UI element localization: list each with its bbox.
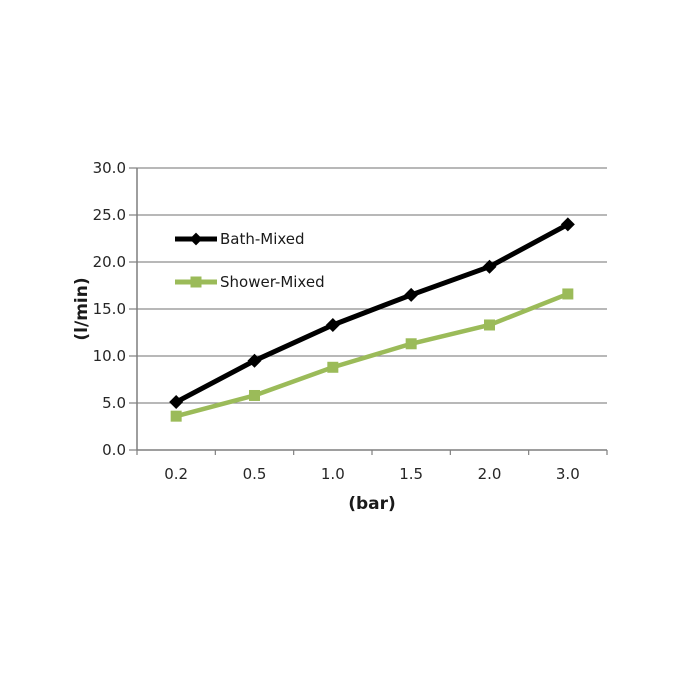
legend-item-bath-mixed: Bath-Mixed [175,228,305,250]
x-tick-label: 2.0 [478,465,502,483]
diamond-marker-icon [189,232,203,246]
series-shower-mixed-marker [405,338,417,350]
x-tick-label: 1.5 [399,465,423,483]
x-tick-label: 0.5 [243,465,267,483]
series-shower-mixed-marker [327,361,339,373]
y-tick-label: 10.0 [93,347,126,365]
legend-swatch-bath-mixed [175,228,217,250]
series-shower-mixed-marker [562,288,574,300]
series-bath-mixed-marker [560,217,575,232]
square-marker-icon [190,276,202,288]
x-axis-title: (bar) [348,494,396,514]
y-axis-title: (l/min) [72,277,92,341]
legend-label-shower-mixed: Shower-Mixed [220,273,325,291]
series-bath-mixed-marker [247,353,262,368]
y-tick-label: 15.0 [93,300,126,318]
legend-item-shower-mixed: Shower-Mixed [175,271,325,293]
series-bath-mixed-marker [325,317,340,332]
series-shower-mixed-marker [484,319,495,331]
series-bath-mixed-line [173,221,571,405]
x-tick-label: 0.2 [164,465,188,483]
x-tick-label: 1.0 [321,465,345,483]
y-tick-label: 30.0 [93,159,126,177]
series-shower-mixed-marker [249,389,260,401]
series-bath-mixed-marker [404,287,419,302]
series-bath-mixed-marker [169,395,184,410]
x-tick-label: 3.0 [556,465,580,483]
legend-swatch-shower-mixed [175,271,217,293]
y-tick-label: 0.0 [102,441,126,459]
series-bath-mixed-marker [482,259,497,274]
series-shower-mixed-marker [170,410,182,422]
y-tick-label: 20.0 [93,253,126,271]
series-shower-mixed-line [173,291,571,419]
y-tick-label: 25.0 [93,206,126,224]
legend-label-bath-mixed: Bath-Mixed [220,230,305,248]
y-tick-label: 5.0 [102,394,126,412]
